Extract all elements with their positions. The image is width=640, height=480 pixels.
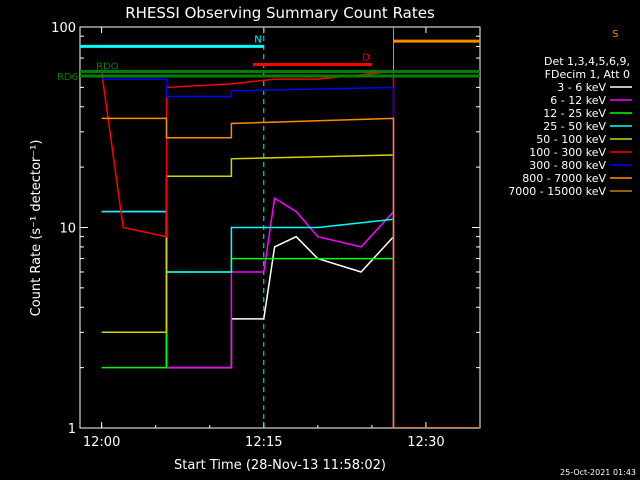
timestamp: 25-Oct-2021 01:43 xyxy=(560,468,636,477)
x-tick-label: 12:30 xyxy=(407,435,444,450)
x-axis-label: Start Time (28-Nov-13 11:58:02) xyxy=(174,458,386,473)
legend-entry-label: 25 - 50 keV xyxy=(543,120,606,133)
plot-area: 12:00 12:15 12:30 1 10 100 N S RDO RD6 D xyxy=(51,21,618,450)
y-axis-label: Count Rate (s⁻¹ detector⁻¹) xyxy=(29,140,44,317)
legend-entry-label: 50 - 100 keV xyxy=(536,133,606,146)
legend-entry-label: 7000 - 15000 keV xyxy=(508,185,606,198)
x-tick-label: 12:15 xyxy=(245,435,282,450)
legend-header: Det 1,3,4,5,6,9, xyxy=(544,55,630,68)
x-tick-label: 12:00 xyxy=(83,435,120,450)
y-tick-label: 10 xyxy=(59,222,76,237)
flag-label: S xyxy=(612,29,618,40)
flag-label: D xyxy=(362,53,370,64)
chart-title: RHESSI Observing Summary Count Rates xyxy=(125,4,435,22)
y-tick-label: 1 xyxy=(68,422,76,437)
legend-entry-label: 3 - 6 keV xyxy=(557,81,606,94)
data-layer xyxy=(80,27,480,428)
series-line xyxy=(101,257,480,428)
series-line xyxy=(101,117,480,428)
series-line xyxy=(101,154,480,428)
flag-label: RDO xyxy=(96,61,119,72)
legend-entry-label: 300 - 800 keV xyxy=(529,159,606,172)
series-line xyxy=(101,78,480,428)
legend-entry-label: 800 - 7000 keV xyxy=(522,172,606,185)
flag-label: RD6 xyxy=(57,72,78,83)
legend-entry-label: 6 - 12 keV xyxy=(550,94,606,107)
series-line xyxy=(101,210,480,428)
series-line xyxy=(101,210,480,428)
legend-entry-label: 12 - 25 keV xyxy=(543,107,606,120)
flag-label: N xyxy=(254,34,261,45)
legend-header: FDecim 1, Att 0 xyxy=(545,68,630,81)
legend-entry-label: 100 - 300 keV xyxy=(529,146,606,159)
legend: Det 1,3,4,5,6,9,FDecim 1, Att 03 - 6 keV… xyxy=(508,55,632,198)
y-tick-label: 100 xyxy=(51,21,76,36)
